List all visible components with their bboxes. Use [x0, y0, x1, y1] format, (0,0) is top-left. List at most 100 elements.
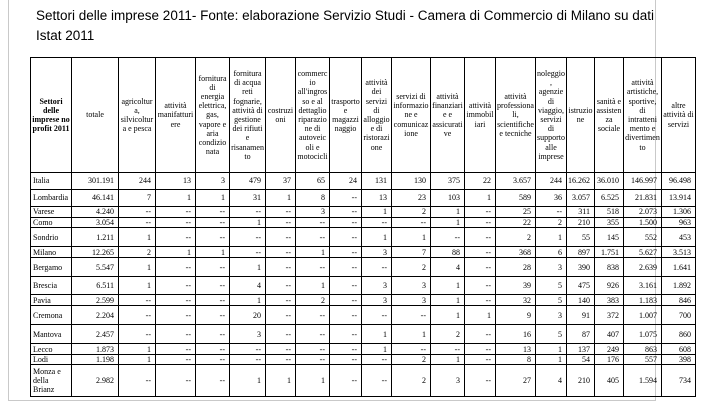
- cell-value: --: [195, 324, 230, 345]
- cell-value: 479: [229, 172, 266, 190]
- cell-value: 4.240: [71, 206, 119, 218]
- cell-value: 36: [535, 189, 567, 207]
- cell-value: 1: [195, 189, 230, 207]
- cell-value: 131: [361, 172, 392, 190]
- cell-value: --: [195, 276, 230, 296]
- column-header-10: attività finanziarie e assicurative: [430, 57, 465, 173]
- row-label: Lecco: [30, 343, 72, 356]
- cell-value: 1: [361, 343, 392, 356]
- cell-value: 3: [295, 206, 330, 218]
- row-label: Italia: [30, 172, 72, 190]
- cell-value: --: [329, 324, 362, 345]
- cell-value: 1.211: [71, 227, 119, 248]
- cell-value: --: [229, 227, 266, 248]
- cell-value: 2: [391, 364, 431, 398]
- cell-value: 6.511: [71, 276, 119, 296]
- sectors-table: Settori delle imprese no profit 2011 tota…: [30, 57, 696, 398]
- cell-value: 301.191: [71, 172, 119, 190]
- cell-value: --: [361, 354, 392, 366]
- cell-value: 145: [594, 227, 624, 248]
- cell-value: 398: [661, 354, 696, 366]
- table-row: Monza e della Brianz 2.982 -- -- -- 1 1 1 -- -- 2 3…: [30, 364, 696, 398]
- cell-value: 1: [361, 324, 392, 345]
- row-label: Varese: [30, 206, 72, 218]
- cell-value: 146.997: [623, 172, 662, 190]
- cell-value: 1.892: [661, 276, 696, 296]
- cell-value: --: [329, 189, 362, 207]
- cell-value: --: [155, 257, 196, 278]
- row-label: Bergamo: [30, 257, 72, 278]
- cell-value: 1: [118, 257, 156, 278]
- page-title: Settori delle imprese 2011- Fonte: elabo…: [36, 8, 655, 43]
- table-header: Settori delle imprese no profit 2011 tota…: [30, 57, 696, 173]
- cell-value: 36.010: [594, 172, 624, 190]
- cell-value: 355: [594, 216, 624, 229]
- cell-value: 6.525: [594, 189, 624, 207]
- cell-value: --: [391, 305, 431, 326]
- cell-value: 1.075: [623, 324, 662, 345]
- cell-value: --: [155, 206, 196, 218]
- cell-value: 16: [495, 324, 536, 345]
- cell-value: --: [155, 364, 196, 398]
- column-header-2: attività manifatturiere: [155, 57, 196, 173]
- cell-value: --: [195, 216, 230, 229]
- cell-value: 1: [361, 206, 392, 218]
- cell-value: 16.262: [566, 172, 595, 190]
- table-header-row: Settori delle imprese no profit 2011 tota…: [30, 57, 696, 173]
- cell-value: 1: [295, 276, 330, 296]
- cell-value: 838: [594, 257, 624, 278]
- cell-value: --: [265, 227, 296, 248]
- cell-value: --: [229, 206, 266, 218]
- cell-value: 3.057: [566, 189, 595, 207]
- cell-value: 1: [295, 364, 330, 398]
- cell-value: 1: [295, 246, 330, 259]
- cell-value: --: [295, 305, 330, 326]
- cell-value: 1: [118, 354, 156, 366]
- row-label: Lodi: [30, 354, 72, 366]
- row-label: Como: [30, 216, 72, 229]
- cell-value: 4: [430, 257, 465, 278]
- column-header-4: fornitura di acqua reti fognarie, attivi…: [229, 57, 266, 173]
- cell-value: --: [265, 216, 296, 229]
- cell-value: 2: [495, 227, 536, 248]
- cell-value: 383: [594, 294, 624, 307]
- cell-value: 3: [430, 364, 465, 398]
- table-row: Varese 4.240 -- -- -- -- -- 3 -- 1 2 1 -- 25 -- 311 518 2…: [30, 206, 696, 218]
- cell-value: 1: [464, 305, 496, 326]
- cell-value: 1.198: [71, 354, 119, 366]
- cell-value: 1.183: [623, 294, 662, 307]
- cell-value: 2: [391, 206, 431, 218]
- row-label: Cremona: [30, 305, 72, 326]
- cell-value: 5: [535, 294, 567, 307]
- cell-value: 22: [495, 216, 536, 229]
- table-row: Como 3.054 -- -- -- 1 -- -- -- -- -- 1 -- 22 2 210 355 1.…: [30, 216, 696, 229]
- cell-value: 210: [566, 216, 595, 229]
- cell-value: 39: [495, 276, 536, 296]
- cell-value: 1.641: [661, 257, 696, 278]
- corner-header: Settori delle imprese no profit 2011: [30, 57, 72, 173]
- cell-value: 22: [464, 172, 496, 190]
- cell-value: 2: [391, 257, 431, 278]
- cell-value: 1: [430, 354, 465, 366]
- cell-value: 3.513: [661, 246, 696, 259]
- cell-value: 3: [391, 294, 431, 307]
- cell-value: 3: [391, 276, 431, 296]
- column-header-8: attività dei servizi di alloggio e di ri…: [361, 57, 392, 173]
- cell-value: 1: [118, 227, 156, 248]
- row-label: Pavia: [30, 294, 72, 307]
- cell-value: 88: [430, 246, 465, 259]
- cell-value: --: [391, 343, 431, 356]
- cell-value: 311: [566, 206, 595, 218]
- column-header-9: servizi di informazione e comunicazione: [391, 57, 431, 173]
- row-label: Sondrio: [30, 227, 72, 248]
- cell-value: --: [265, 305, 296, 326]
- cell-value: 1: [535, 354, 567, 366]
- cell-value: --: [295, 257, 330, 278]
- cell-value: --: [195, 364, 230, 398]
- cell-value: 368: [495, 246, 536, 259]
- table-row: Cremona 2.204 -- -- -- 20 -- -- -- -- -- 1 1 9 3 91 372 1…: [30, 305, 696, 326]
- cell-value: 1: [535, 343, 567, 356]
- cell-value: --: [329, 294, 362, 307]
- cell-value: --: [265, 294, 296, 307]
- cell-value: 1: [229, 257, 266, 278]
